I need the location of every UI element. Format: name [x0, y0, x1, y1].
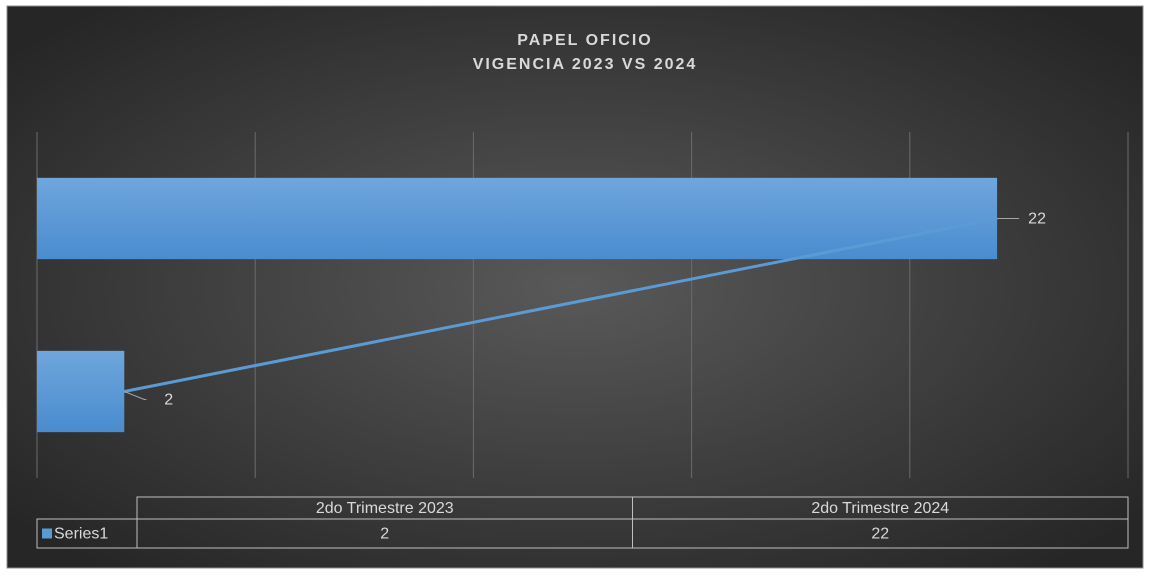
leader-line: [124, 391, 147, 400]
chart-title: PAPEL OFICIO: [517, 32, 652, 49]
legend-label: Series1: [54, 526, 108, 543]
connector-line: [123, 217, 998, 393]
table-value: 22: [871, 526, 889, 543]
bar: [37, 177, 998, 260]
bar: [37, 350, 125, 433]
legend-swatch: [42, 528, 52, 539]
data-label: 22: [1028, 211, 1046, 228]
chart-background: [6, 5, 1144, 569]
category-label: 2do Trimestre 2024: [811, 500, 949, 517]
table-row-border: [36, 518, 1129, 549]
category-label: 2do Trimestre 2023: [316, 500, 454, 517]
table-value: 2: [380, 526, 389, 543]
chart-subtitle: VIGENCIA 2023 VS 2024: [473, 56, 698, 73]
data-label: 2: [164, 392, 173, 409]
